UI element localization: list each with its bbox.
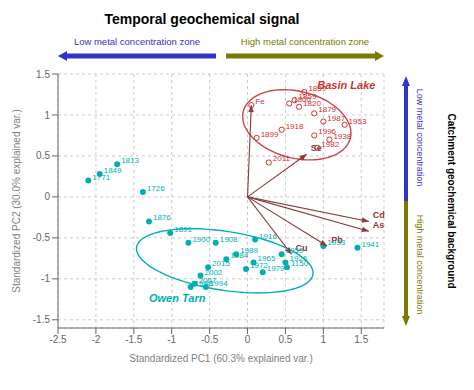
svg-text:Fe: Fe	[255, 97, 265, 106]
svg-text:Standardized PC2 (30.0% explai: Standardized PC2 (30.0% explained var.)	[11, 109, 22, 292]
svg-text:1953: 1953	[349, 117, 367, 126]
svg-text:1.5: 1.5	[36, 69, 50, 80]
svg-text:1908: 1908	[220, 235, 238, 244]
html-text:Temporal geochemical signal: Temporal geochemical signal	[104, 11, 300, 27]
svg-text:2015: 2015	[212, 259, 230, 269]
svg-text:1989: 1989	[240, 246, 258, 256]
svg-text:1987: 1987	[327, 114, 345, 123]
svg-text:-1.5: -1.5	[33, 314, 51, 325]
svg-text:1820: 1820	[303, 98, 321, 108]
svg-text:-1.5: -1.5	[125, 334, 143, 345]
svg-text:1979: 1979	[267, 264, 285, 273]
svg-text:1933: 1933	[327, 238, 345, 247]
svg-text:1150: 1150	[291, 259, 309, 268]
svg-text:1876: 1876	[153, 213, 171, 222]
svg-text:-0.5: -0.5	[201, 334, 219, 345]
svg-text:1900: 1900	[192, 235, 210, 244]
svg-text:1899: 1899	[261, 130, 279, 139]
svg-text:1849: 1849	[104, 166, 122, 175]
svg-text:Basin Lake: Basin Lake	[317, 79, 375, 91]
svg-text:1972: 1972	[250, 261, 268, 270]
svg-text:0.5: 0.5	[278, 334, 292, 345]
svg-text:1891: 1891	[174, 225, 192, 234]
svg-text:High metal concentration zone: High metal concentration zone	[241, 36, 369, 47]
svg-text:Se: Se	[311, 143, 322, 153]
svg-text:1771: 1771	[92, 172, 111, 182]
svg-text:1996: 1996	[318, 127, 336, 137]
svg-text:0: 0	[44, 191, 50, 202]
svg-text:1982: 1982	[321, 140, 339, 149]
svg-text:-1: -1	[167, 334, 176, 345]
svg-text:1: 1	[321, 334, 327, 345]
svg-text:1941: 1941	[361, 240, 379, 249]
svg-text:Owen Tarn: Owen Tarn	[149, 292, 206, 304]
svg-text:1998: 1998	[194, 279, 213, 288]
svg-text:-0.5: -0.5	[33, 232, 51, 243]
svg-text:1938: 1938	[333, 131, 352, 141]
svg-text:1.5: 1.5	[354, 334, 368, 345]
svg-text:Low metal concentration: Low metal concentration	[415, 89, 425, 187]
svg-text:1965: 1965	[257, 254, 276, 264]
svg-text:0.5: 0.5	[36, 150, 50, 161]
svg-text:Low metal concentration zone: Low metal concentration zone	[74, 36, 200, 47]
svg-text:-2: -2	[91, 334, 100, 345]
svg-text:-2.5: -2.5	[49, 334, 67, 345]
svg-text:0: 0	[245, 334, 251, 345]
svg-text:Cd: Cd	[373, 210, 385, 220]
svg-text:High metal concentration: High metal concentration	[415, 215, 425, 315]
svg-text:2011: 2011	[273, 154, 291, 163]
svg-text:1984: 1984	[230, 251, 248, 260]
svg-text:1879: 1879	[318, 105, 336, 115]
svg-text:1916: 1916	[259, 232, 277, 241]
svg-text:As: As	[373, 220, 385, 230]
svg-text:1994: 1994	[210, 279, 228, 288]
svg-text:1959: 1959	[285, 246, 304, 256]
svg-text:2002: 2002	[204, 267, 223, 277]
svg-text:1918: 1918	[286, 122, 304, 131]
svg-text:1: 1	[44, 110, 50, 121]
svg-text:Standardized PC1 (60.3% explai: Standardized PC1 (60.3% explained var.)	[129, 353, 312, 364]
svg-text:-1: -1	[41, 273, 50, 284]
svg-text:Catchment geochemical backgrou: Catchment geochemical background	[446, 113, 457, 288]
svg-text:1726: 1726	[147, 184, 165, 193]
svg-text:1813: 1813	[121, 156, 139, 165]
